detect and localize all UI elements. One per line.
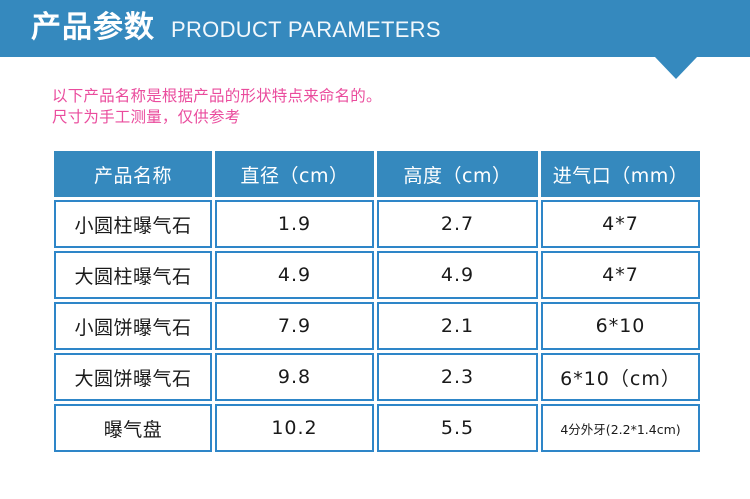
cell-diameter: 4.9 [215, 251, 374, 299]
cell-air-inlet: 6*10（cm） [541, 353, 700, 401]
cell-air-inlet: 6*10 [541, 302, 700, 350]
column-header-air-inlet: 进气口（mm） [541, 151, 700, 197]
triangle-down-icon [655, 57, 697, 79]
column-header-diameter: 直径（cm） [215, 151, 374, 197]
cell-air-inlet: 4*7 [541, 251, 700, 299]
measurement-note: 以下产品名称是根据产品的形状特点来命名的。 尺寸为手工测量，仅供参考 [52, 86, 382, 128]
cell-product-name: 小圆饼曝气石 [54, 302, 212, 350]
column-header-height: 高度（cm） [377, 151, 538, 197]
cell-height: 2.7 [377, 200, 538, 248]
cell-product-name: 曝气盘 [54, 404, 212, 452]
cell-product-name: 小圆柱曝气石 [54, 200, 212, 248]
header-title-group: 产品参数 PRODUCT PARAMETERS [31, 0, 441, 57]
cell-height: 4.9 [377, 251, 538, 299]
page-title-cn: 产品参数 [31, 10, 155, 44]
table-row: 大圆饼曝气石 9.8 2.3 6*10（cm） [54, 353, 700, 401]
cell-air-inlet: 4分外牙(2.2*1.4cm) [541, 404, 700, 452]
cell-height: 5.5 [377, 404, 538, 452]
page-header-banner: 产品参数 PRODUCT PARAMETERS [0, 0, 750, 57]
cell-height: 2.1 [377, 302, 538, 350]
page-title-en: PRODUCT PARAMETERS [171, 16, 441, 42]
cell-diameter: 9.8 [215, 353, 374, 401]
note-line-1: 以下产品名称是根据产品的形状特点来命名的。 [52, 87, 382, 105]
table-row: 大圆柱曝气石 4.9 4.9 4*7 [54, 251, 700, 299]
column-header-product-name: 产品名称 [54, 151, 212, 197]
cell-diameter: 7.9 [215, 302, 374, 350]
cell-product-name: 大圆柱曝气石 [54, 251, 212, 299]
product-parameters-table: 产品名称 直径（cm） 高度（cm） 进气口（mm） 小圆柱曝气石 1.9 2.… [51, 148, 703, 455]
note-line-2: 尺寸为手工测量，仅供参考 [52, 108, 241, 126]
cell-height: 2.3 [377, 353, 538, 401]
cell-product-name: 大圆饼曝气石 [54, 353, 212, 401]
table-row: 小圆饼曝气石 7.9 2.1 6*10 [54, 302, 700, 350]
cell-diameter: 1.9 [215, 200, 374, 248]
table-header-row: 产品名称 直径（cm） 高度（cm） 进气口（mm） [54, 151, 700, 197]
table-row: 小圆柱曝气石 1.9 2.7 4*7 [54, 200, 700, 248]
cell-air-inlet: 4*7 [541, 200, 700, 248]
cell-diameter: 10.2 [215, 404, 374, 452]
table-row: 曝气盘 10.2 5.5 4分外牙(2.2*1.4cm) [54, 404, 700, 452]
